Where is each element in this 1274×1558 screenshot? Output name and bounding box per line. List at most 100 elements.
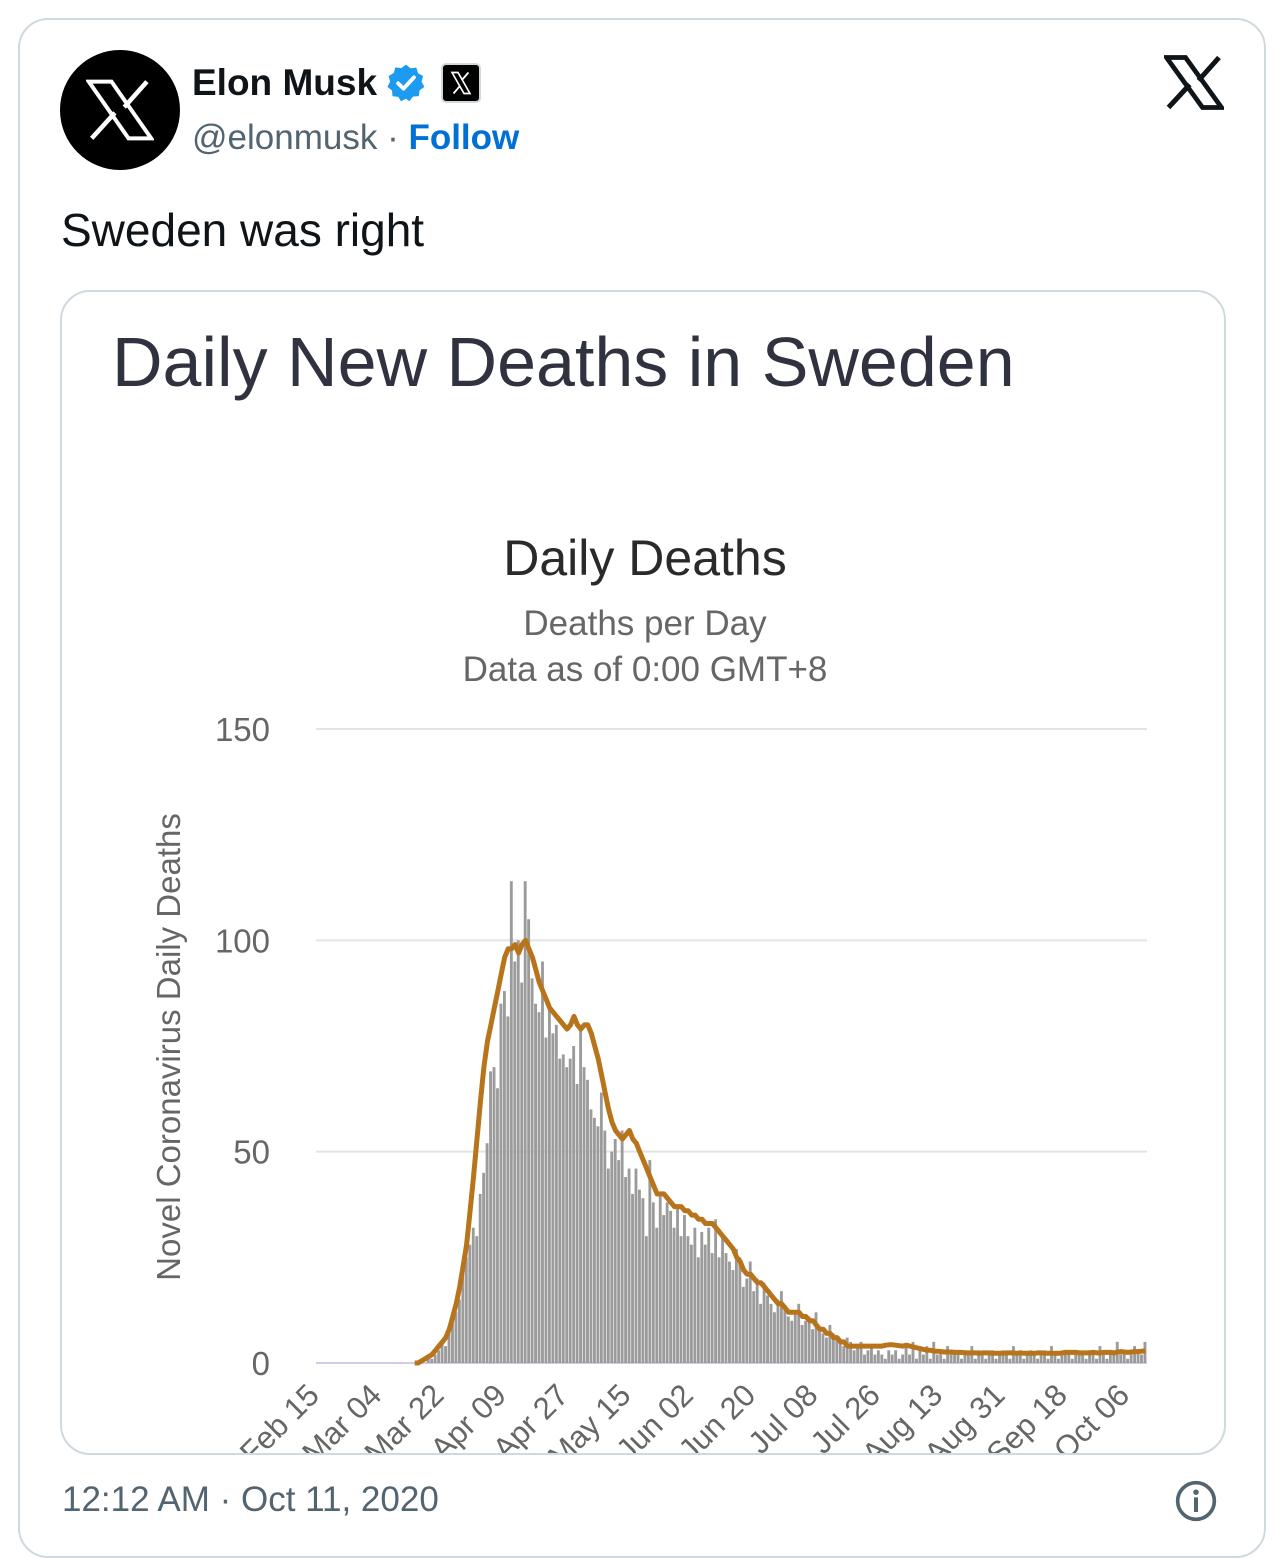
bar bbox=[984, 1358, 988, 1363]
author-handle-row: @elonmusk · Follow bbox=[192, 118, 519, 158]
bar bbox=[634, 1168, 638, 1363]
bar bbox=[776, 1299, 780, 1363]
bar bbox=[617, 1160, 621, 1363]
bar bbox=[890, 1354, 894, 1363]
bar bbox=[811, 1329, 814, 1363]
bar bbox=[779, 1291, 783, 1363]
bar bbox=[665, 1202, 669, 1363]
bar bbox=[1001, 1350, 1005, 1363]
x-logo-icon[interactable] bbox=[1164, 55, 1224, 110]
bar bbox=[953, 1350, 956, 1363]
chart-subtitle-line-2: Data as of 0:00 GMT+8 bbox=[463, 650, 828, 689]
tweet-media[interactable]: Daily New Deaths in Sweden Daily Deaths … bbox=[60, 290, 1226, 1455]
bar bbox=[804, 1320, 808, 1363]
bar bbox=[686, 1236, 690, 1363]
bar bbox=[509, 881, 513, 1363]
bar bbox=[464, 1257, 468, 1363]
bar bbox=[537, 1012, 541, 1363]
bar bbox=[856, 1346, 860, 1363]
bar bbox=[461, 1274, 465, 1363]
bar bbox=[738, 1257, 742, 1363]
bar bbox=[568, 1058, 572, 1363]
bar bbox=[1140, 1354, 1143, 1363]
bar bbox=[710, 1253, 714, 1363]
bar bbox=[547, 1007, 551, 1363]
bar bbox=[870, 1346, 873, 1363]
bar bbox=[496, 1088, 499, 1363]
bar bbox=[520, 982, 524, 1363]
bar bbox=[807, 1316, 811, 1363]
bar bbox=[935, 1354, 939, 1363]
gridlines bbox=[316, 728, 1147, 1364]
bar bbox=[1063, 1350, 1067, 1363]
bar bbox=[800, 1324, 804, 1363]
bar bbox=[714, 1219, 718, 1363]
bar bbox=[1129, 1354, 1133, 1363]
bar bbox=[876, 1350, 880, 1363]
bar bbox=[1112, 1354, 1116, 1363]
bar bbox=[1095, 1358, 1098, 1363]
follow-button[interactable]: Follow bbox=[408, 118, 520, 157]
verified-badge-icon bbox=[387, 64, 425, 102]
bar bbox=[769, 1303, 773, 1363]
author-handle[interactable]: @elonmusk bbox=[192, 118, 378, 157]
bar bbox=[980, 1354, 984, 1363]
bar bbox=[693, 1227, 697, 1363]
bar bbox=[658, 1193, 662, 1363]
bar bbox=[1005, 1354, 1008, 1363]
bar bbox=[745, 1278, 749, 1363]
bar bbox=[451, 1320, 454, 1363]
bar bbox=[752, 1291, 756, 1363]
bar bbox=[579, 1024, 583, 1363]
author-avatar[interactable] bbox=[60, 50, 180, 170]
bar bbox=[499, 1003, 503, 1363]
info-icon[interactable] bbox=[1174, 1479, 1218, 1523]
bar bbox=[530, 978, 534, 1363]
bar bbox=[994, 1358, 998, 1363]
bar bbox=[541, 961, 544, 1363]
bar bbox=[485, 1143, 489, 1363]
bar bbox=[977, 1350, 981, 1363]
bar bbox=[956, 1354, 960, 1363]
bar bbox=[703, 1244, 707, 1363]
bar bbox=[593, 1117, 596, 1363]
bar bbox=[731, 1270, 735, 1363]
bar bbox=[1008, 1358, 1012, 1363]
tweet-timestamp[interactable]: 12:12 AM · Oct 11, 2020 bbox=[62, 1480, 439, 1519]
bar bbox=[859, 1341, 863, 1363]
bar bbox=[741, 1286, 745, 1363]
bar bbox=[651, 1202, 655, 1363]
bar bbox=[551, 1033, 555, 1363]
bar bbox=[849, 1341, 853, 1363]
bar bbox=[831, 1333, 835, 1363]
bar bbox=[676, 1206, 679, 1363]
bar bbox=[1056, 1358, 1060, 1363]
bar bbox=[1043, 1350, 1046, 1363]
bar bbox=[1133, 1346, 1137, 1363]
bar bbox=[1108, 1350, 1112, 1363]
bar bbox=[1077, 1354, 1081, 1363]
bar bbox=[1136, 1350, 1140, 1363]
bar bbox=[582, 1067, 586, 1363]
bar bbox=[818, 1329, 821, 1363]
bar bbox=[589, 1109, 593, 1363]
tweet-text: Sweden was right bbox=[61, 204, 425, 256]
bar bbox=[1015, 1354, 1019, 1363]
bar bbox=[1029, 1350, 1033, 1363]
bar bbox=[762, 1282, 766, 1363]
bar bbox=[544, 1037, 548, 1363]
bar bbox=[624, 1177, 628, 1363]
bar bbox=[845, 1337, 849, 1363]
x-logo-icon bbox=[86, 79, 154, 141]
bar bbox=[620, 1130, 624, 1363]
y-tick-label: 100 bbox=[215, 922, 270, 959]
bar bbox=[516, 940, 520, 1363]
bar bbox=[755, 1278, 759, 1363]
bar bbox=[1126, 1358, 1130, 1363]
author-name[interactable]: Elon Musk bbox=[192, 62, 378, 103]
author-name-row[interactable]: Elon Musk bbox=[192, 62, 482, 104]
bar bbox=[689, 1244, 693, 1363]
bar bbox=[939, 1350, 943, 1363]
bar bbox=[949, 1354, 953, 1363]
